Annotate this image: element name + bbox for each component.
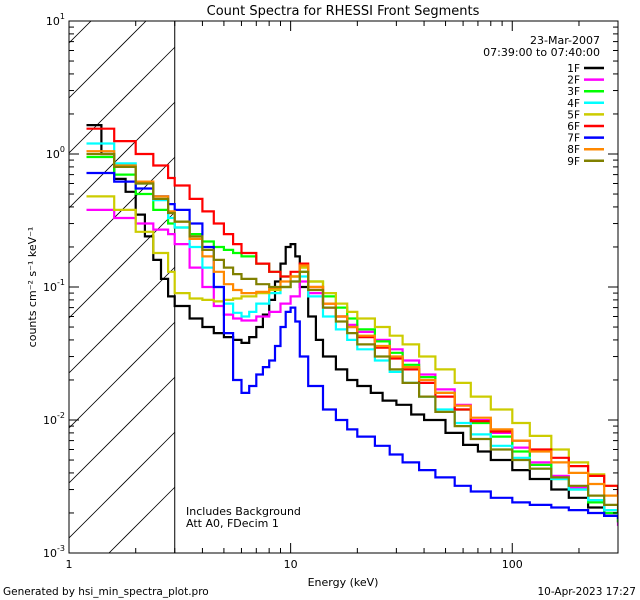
- hatch-line: [69, 101, 176, 209]
- y-tick-label: 101: [46, 12, 65, 28]
- y-tick-label: 100: [46, 145, 65, 161]
- x-axis-ticks: [68, 21, 619, 553]
- legend-label-9F: 9F: [567, 156, 580, 168]
- excluded-region-hatch: [69, 21, 176, 553]
- x-axis-tick-labels: 1 10 100: [66, 558, 523, 571]
- annotation-background: Includes Background: [186, 505, 301, 518]
- series-group: [86, 124, 618, 526]
- x-tick-label: 1: [66, 558, 73, 571]
- footer-generated-by: Generated by hsi_min_spectra_plot.pro: [3, 586, 209, 598]
- y-axis-label: counts cm⁻² s⁻¹ keV⁻¹: [26, 227, 39, 348]
- x-axis-label: Energy (keV): [308, 576, 379, 589]
- x-tick-label: 10: [284, 558, 298, 571]
- y-tick-label: 10-1: [43, 278, 65, 294]
- hatch-line: [69, 21, 147, 99]
- hatch-line: [69, 46, 176, 154]
- time-range-label: 07:39:00 to 07:40:00: [483, 46, 600, 59]
- legend-label-7F: 7F: [567, 133, 580, 145]
- footer-timestamp: 10-Apr-2023 17:27: [537, 586, 636, 598]
- y-tick-label: 10-3: [43, 544, 65, 560]
- y-axis-tick-labels: 10-3 10-2 10-1 100 101: [43, 12, 65, 560]
- hatch-line: [69, 266, 176, 374]
- legend-label-8F: 8F: [567, 144, 580, 156]
- annotation-attenuator: Att A0, FDecim 1: [186, 517, 279, 530]
- legend-label-6F: 6F: [567, 121, 580, 133]
- chart-title: Count Spectra for RHESSI Front Segments: [207, 4, 480, 19]
- hatch-line: [69, 376, 176, 484]
- legend-label-4F: 4F: [567, 98, 580, 110]
- legend-label-3F: 3F: [567, 86, 580, 98]
- hatch-line: [69, 431, 176, 539]
- series-8F-line: [86, 150, 618, 505]
- x-tick-label: 100: [502, 558, 523, 571]
- hatch-line: [108, 486, 176, 553]
- series-9F-line: [86, 152, 618, 513]
- hatch-line: [69, 321, 176, 429]
- date-label: 23-Mar-2007: [530, 34, 600, 47]
- legend-label-5F: 5F: [567, 109, 580, 121]
- series-1F-line: [86, 124, 618, 523]
- series-7F-line: [86, 171, 618, 519]
- hatch-line: [69, 211, 176, 319]
- y-tick-label: 10-2: [43, 411, 65, 427]
- plot-frame: [68, 20, 619, 554]
- legend-label-1F: 1F: [567, 63, 580, 75]
- hatch-line: [69, 21, 92, 44]
- legend-label-2F: 2F: [567, 75, 580, 87]
- y-axis-ticks: [69, 20, 618, 554]
